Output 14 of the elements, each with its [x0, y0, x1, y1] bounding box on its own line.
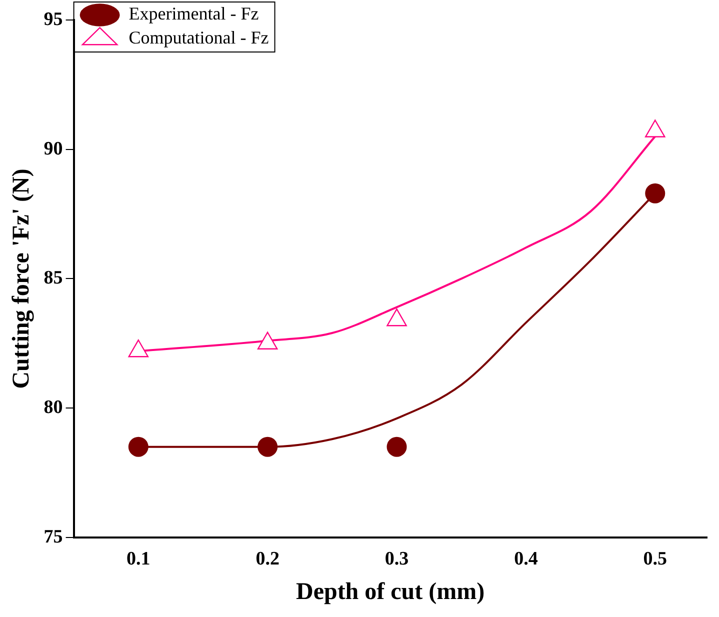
- legend-label: Computational - Fz: [128, 28, 269, 48]
- y-tick-label: 90: [44, 138, 63, 160]
- y-tick-label: 95: [44, 8, 63, 30]
- y-tick-label: 80: [44, 396, 63, 418]
- y-tick-label: 75: [44, 526, 63, 548]
- y-tick-label: 85: [44, 268, 63, 289]
- x-tick-label: 0.2: [256, 548, 280, 570]
- legend-label: Experimental - Fz: [128, 4, 259, 24]
- x-tick-label: 0.3: [384, 548, 409, 570]
- y-axis-title: Cutting force 'Fz' (N): [8, 168, 35, 389]
- x-tick-label: 0.4: [514, 548, 538, 570]
- x-tick-label: 0.1: [126, 548, 150, 570]
- x-axis-title: Depth of cut (mm): [296, 578, 485, 605]
- x-tick-label: 0.5: [643, 548, 667, 570]
